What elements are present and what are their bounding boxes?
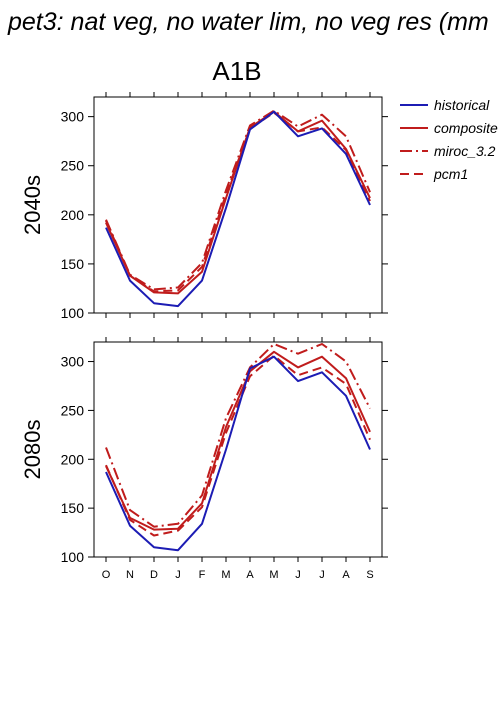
series-line-composite — [105, 350, 371, 531]
x-tick-label: J — [319, 569, 325, 581]
y-tick-label: 300 — [61, 109, 85, 125]
series-line-pcm1 — [105, 111, 371, 293]
y-tick-label: 200 — [61, 451, 85, 467]
x-tick-label: A — [342, 569, 350, 581]
x-tick-label: J — [175, 569, 181, 581]
x-tick-label: D — [150, 569, 158, 581]
panel-2080s: 100 150 200 250 300 O N D J F M A M J J A S 2080s — [20, 337, 388, 581]
x-tick-label: N — [126, 569, 134, 581]
series-line-composite — [105, 110, 371, 295]
y-tick-label: 250 — [61, 402, 85, 418]
legend-label: miroc_3.2 — [434, 143, 496, 159]
series-line-historical — [105, 110, 371, 308]
x-tick-label: F — [199, 569, 206, 581]
series-line-historical — [105, 355, 371, 552]
y-tick-label: 100 — [61, 305, 85, 321]
y-tick-label: 200 — [61, 207, 85, 223]
x-tick-label: M — [269, 569, 278, 581]
legend-label: pcm1 — [433, 166, 468, 182]
legend: historical composite miroc_3.2 pcm1 — [400, 97, 498, 182]
series-line-pcm1 — [105, 354, 371, 537]
legend-label: composite — [434, 120, 498, 136]
page-title: pet3: nat veg, no water lim, no veg res … — [7, 8, 489, 36]
y-tick-label: 100 — [61, 549, 85, 565]
plot-frame — [93, 341, 383, 558]
panel-2040s: 100 150 200 250 300 2040s — [20, 92, 388, 321]
y-tick-label: 150 — [61, 500, 85, 516]
x-tick-label: A — [246, 569, 254, 581]
panel-label: 2080s — [20, 420, 45, 480]
panel-label: 2040s — [20, 175, 45, 235]
x-tick-label: M — [221, 569, 230, 581]
y-tick-label: 150 — [61, 256, 85, 272]
x-tick-label: J — [295, 569, 301, 581]
series-line-miroc-3-2 — [105, 343, 371, 528]
x-tick-label: S — [366, 569, 373, 581]
panels: 100 150 200 250 300 2040s 100 150 200 250 300 O N D J F… — [20, 92, 388, 581]
scenario-title: A1B — [212, 56, 261, 86]
y-tick-label: 300 — [61, 354, 85, 370]
x-tick-label: O — [102, 569, 111, 581]
plot-frame — [93, 96, 383, 314]
series-line-miroc-3-2 — [105, 109, 371, 291]
y-tick-label: 250 — [61, 158, 85, 174]
legend-label: historical — [434, 97, 490, 113]
